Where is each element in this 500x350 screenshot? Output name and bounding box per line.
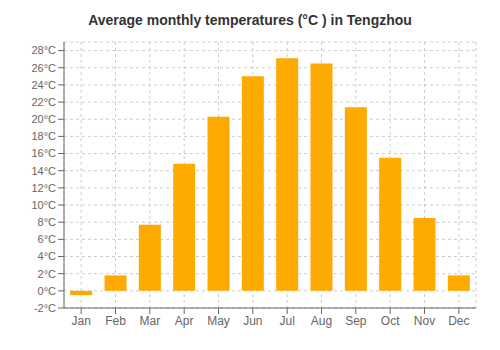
svg-text:16°C: 16°C [31,147,56,159]
svg-text:24°C: 24°C [31,79,56,91]
svg-text:-2°C: -2°C [34,302,56,314]
svg-text:12°C: 12°C [31,182,56,194]
svg-text:Dec: Dec [448,314,469,328]
svg-text:Feb: Feb [105,314,126,328]
svg-text:2°C: 2°C [38,268,57,280]
svg-text:Aug: Aug [311,314,332,328]
svg-text:Jan: Jan [71,314,90,328]
svg-text:18°C: 18°C [31,130,56,142]
svg-text:8°C: 8°C [38,216,57,228]
svg-text:14°C: 14°C [31,165,56,177]
svg-text:28°C: 28°C [31,44,56,56]
svg-text:0°C: 0°C [38,285,57,297]
svg-text:Jul: Jul [279,314,294,328]
svg-text:May: May [207,314,230,328]
svg-text:Jun: Jun [243,314,262,328]
svg-text:4°C: 4°C [38,250,57,262]
svg-text:20°C: 20°C [31,113,56,125]
svg-text:Nov: Nov [414,314,435,328]
svg-text:Oct: Oct [381,314,400,328]
svg-text:22°C: 22°C [31,96,56,108]
html-text:Average monthly temperatures (: Average monthly temperatures (°C ) in Te… [88,12,412,28]
svg-text:Apr: Apr [175,314,194,328]
svg-text:10°C: 10°C [31,199,56,211]
svg-text:Sep: Sep [345,314,367,328]
svg-text:6°C: 6°C [38,233,57,245]
svg-text:26°C: 26°C [31,62,56,74]
svg-text:Mar: Mar [139,314,160,328]
